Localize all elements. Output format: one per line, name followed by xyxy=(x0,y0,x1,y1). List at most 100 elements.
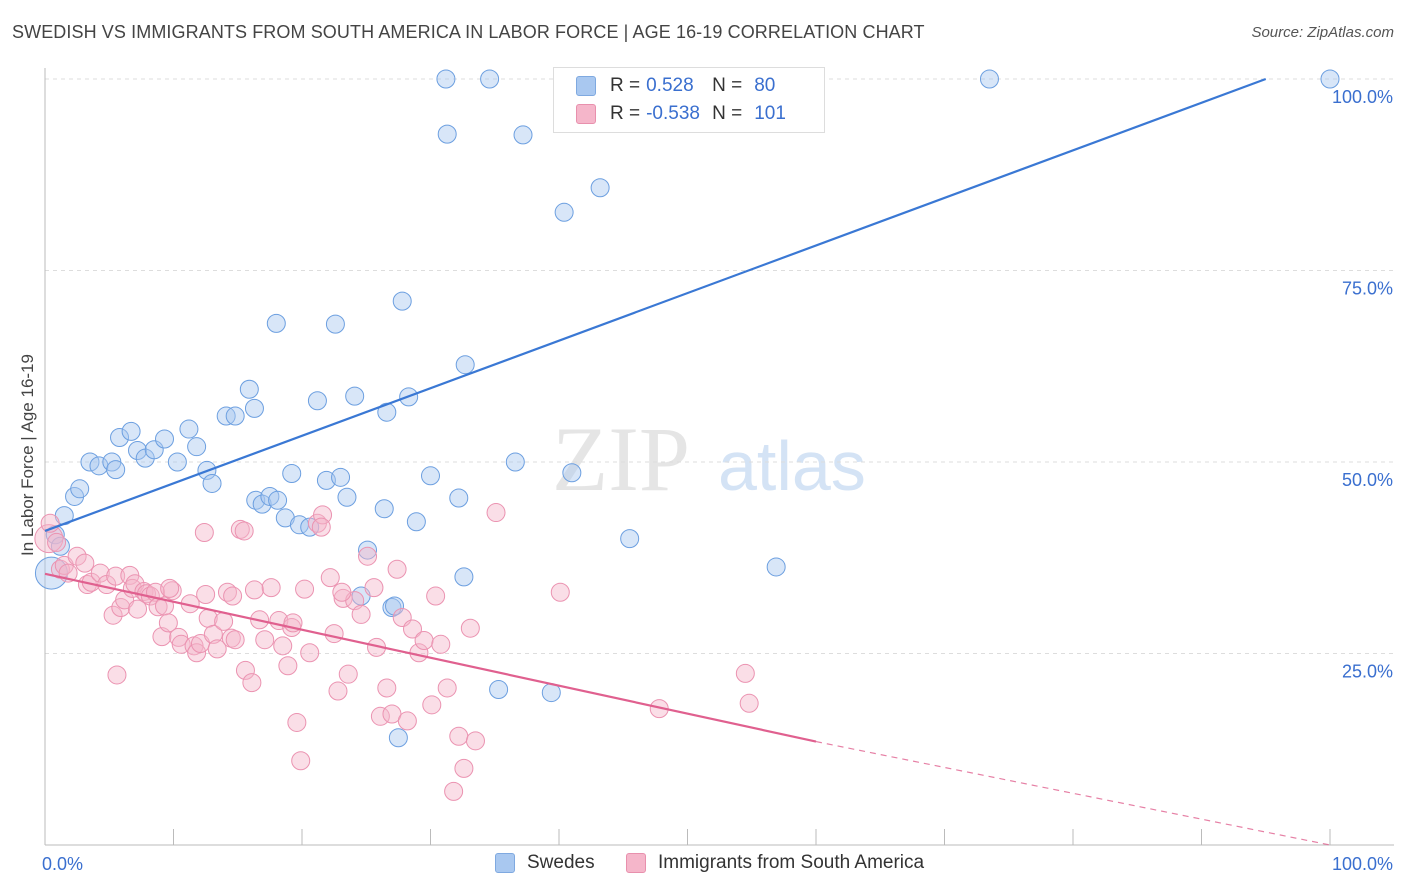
swedes-point xyxy=(421,466,440,486)
immigrants-point xyxy=(196,585,216,605)
n-label: N = xyxy=(712,103,743,124)
immigrants-point xyxy=(242,673,262,693)
swedes-point xyxy=(358,540,378,560)
immigrants-legend-swatch xyxy=(626,853,646,873)
immigrants-point xyxy=(739,693,759,713)
immigrants-point xyxy=(486,503,506,523)
immigrants-point xyxy=(234,521,254,541)
swedes-point xyxy=(489,680,509,700)
swedes-point xyxy=(480,69,500,89)
immigrants-point xyxy=(75,553,95,573)
immigrants-point xyxy=(414,630,434,650)
immigrants-point xyxy=(287,712,307,732)
immigrants-point xyxy=(90,563,110,583)
swedes-point xyxy=(337,487,357,507)
immigrants-point xyxy=(324,624,344,644)
immigrants-point xyxy=(255,630,275,650)
immigrants-point xyxy=(300,643,320,663)
immigrants-point xyxy=(426,586,446,606)
immigrants-point xyxy=(387,559,407,579)
immigrants-point xyxy=(320,568,340,588)
swedes-point xyxy=(202,473,222,493)
n-label: N = xyxy=(712,75,743,96)
swedes-point xyxy=(620,529,640,549)
y-tick-label: 100.0% xyxy=(1332,87,1393,107)
immigrants-point xyxy=(358,546,378,566)
swedes-point xyxy=(266,313,286,333)
immigrants-point xyxy=(103,605,123,625)
swedes-point xyxy=(513,125,533,145)
swedes-point xyxy=(436,69,456,89)
legend-item-immigrants: Immigrants from South America xyxy=(626,852,924,874)
swedes-point xyxy=(590,178,610,198)
x-tick-label: 0.0% xyxy=(42,854,83,874)
immigrants-point xyxy=(160,578,180,598)
grid-lines xyxy=(45,78,1394,654)
immigrants-point xyxy=(403,619,423,639)
immigrants-point xyxy=(291,751,311,771)
immigrants-point xyxy=(107,665,127,685)
swedes-legend-swatch xyxy=(495,853,515,873)
immigrants-point xyxy=(550,582,570,602)
r-label: R = xyxy=(610,103,641,124)
legend-row-immigrants: R = -0.538 N = 101 xyxy=(576,100,786,128)
r-value: -0.538 xyxy=(646,103,700,124)
swedes-trend-line xyxy=(44,77,1267,532)
immigrants-point xyxy=(198,608,218,628)
swedes-point xyxy=(121,421,141,441)
swedes-point xyxy=(187,437,207,457)
swedes-point xyxy=(766,557,786,577)
swedes-point xyxy=(454,567,474,587)
x-tick-label: 100.0% xyxy=(1332,854,1393,874)
swedes-point xyxy=(252,494,272,514)
immigrants-point xyxy=(333,588,353,608)
immigrants-point xyxy=(106,566,126,586)
n-value: 101 xyxy=(754,103,786,124)
correlation-legend: R = 0.528 N = 80 R = -0.538 N = 101 xyxy=(553,67,825,133)
swedes-point xyxy=(244,398,264,418)
swedes-point xyxy=(70,479,90,499)
swedes-point xyxy=(554,202,574,222)
immigrants-point xyxy=(223,586,243,606)
immigrants-point xyxy=(364,578,384,598)
swedes-point xyxy=(128,441,148,461)
immigrants-point xyxy=(217,582,237,602)
swedes-point xyxy=(239,379,259,399)
immigrants-point xyxy=(225,630,245,650)
source-label: Source: ZipAtlas.com xyxy=(1251,24,1394,41)
swedes-point xyxy=(388,728,408,748)
immigrants-point xyxy=(278,656,298,676)
swedes-point xyxy=(110,427,130,447)
immigrants-point xyxy=(194,522,214,542)
immigrants-point xyxy=(311,517,331,537)
immigrants-point xyxy=(244,580,264,600)
chart-title: SWEDISH VS IMMIGRANTS FROM SOUTH AMERICA… xyxy=(12,22,925,42)
immigrants-point xyxy=(187,643,207,663)
immigrants-point xyxy=(313,505,333,525)
swedes-point xyxy=(268,490,288,510)
immigrants-point xyxy=(295,579,315,599)
immigrants-point xyxy=(203,624,223,644)
immigrants-point xyxy=(158,613,178,633)
swedes-point xyxy=(505,452,525,472)
immigrants-point xyxy=(370,706,390,726)
r-label: R = xyxy=(610,75,641,96)
watermark: ZIP atlas xyxy=(552,408,866,510)
swedes-point xyxy=(282,463,302,483)
immigrants-point xyxy=(454,758,474,778)
immigrants-point xyxy=(128,599,148,619)
immigrants-point xyxy=(377,678,397,698)
swedes-point xyxy=(179,419,199,439)
immigrants-legend-label: Immigrants from South America xyxy=(658,852,925,873)
swedes-point xyxy=(167,452,187,472)
swedes-point xyxy=(437,124,457,144)
swedes-point xyxy=(316,470,336,490)
immigrants-point xyxy=(351,604,371,624)
immigrants-point xyxy=(397,711,417,731)
swedes-point xyxy=(144,440,164,460)
immigrants-point xyxy=(235,660,255,680)
immigrants-point xyxy=(465,731,485,751)
immigrants-point xyxy=(162,581,182,601)
swedes-point xyxy=(979,69,999,89)
legend-item-swedes: Swedes xyxy=(495,852,595,874)
